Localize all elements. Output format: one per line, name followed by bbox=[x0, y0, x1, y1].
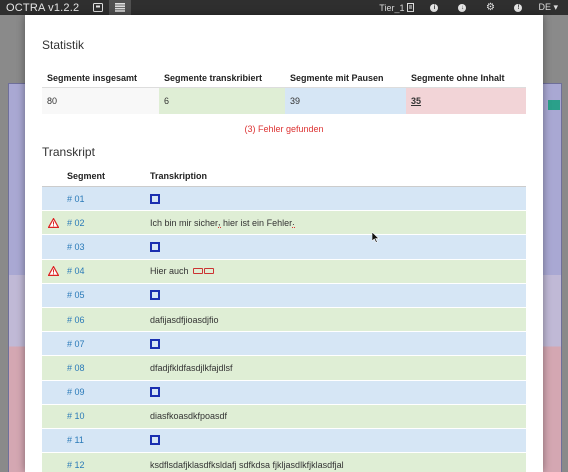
nav-overview-button[interactable] bbox=[109, 0, 132, 15]
stat-header-total: Segmente insgesamt bbox=[47, 72, 138, 83]
empty-segment-icon bbox=[150, 338, 160, 349]
download-button[interactable]: ↓ bbox=[448, 0, 476, 15]
stat-value-pauses: 39 bbox=[285, 88, 406, 114]
warning-icon bbox=[42, 266, 64, 277]
transcription-text-part: . bbox=[292, 217, 295, 229]
header-segment: Segment bbox=[67, 170, 106, 181]
tier-selector[interactable]: Tier_1 bbox=[373, 3, 420, 13]
transcription-cell bbox=[150, 435, 160, 446]
segment-link[interactable]: # 10 bbox=[67, 411, 85, 422]
segment-link[interactable]: # 01 bbox=[67, 193, 85, 204]
transcription-cell bbox=[150, 387, 160, 398]
table-row[interactable]: # 06 dafijasdfjioasdjfio bbox=[42, 307, 526, 333]
empty-segment-icon bbox=[150, 290, 160, 301]
errors-found-text: (3) Fehler gefunden bbox=[244, 124, 324, 134]
transcription-text-part: hier ist ein Fehler bbox=[220, 217, 293, 228]
empty-segment-icon bbox=[150, 241, 160, 252]
stat-value-total: 80 bbox=[42, 88, 159, 114]
transcript-header-row: Segment Transkription bbox=[42, 165, 526, 187]
transcription-text-part: , bbox=[218, 217, 221, 229]
transcription-cell: dafijasdfjioasdjfio bbox=[150, 315, 219, 325]
table-row[interactable]: # 12 ksdflsdafjklasdfksldafj sdfkdsa fjkl… bbox=[42, 453, 526, 472]
table-row[interactable]: # 05 bbox=[42, 283, 526, 308]
gear-icon: ⚙ bbox=[485, 2, 495, 13]
segment-link[interactable]: # 05 bbox=[67, 290, 85, 301]
transcription-cell: dfadjfkldfasdjlkfajdlsf bbox=[150, 363, 233, 373]
statistics-table: Segmente insgesamt Segmente transkribier… bbox=[42, 68, 526, 114]
editor-icon bbox=[93, 3, 104, 12]
stat-value-transcribed: 6 bbox=[159, 88, 285, 114]
mouse-cursor bbox=[371, 231, 380, 246]
app-brand[interactable]: OCTRA v1.2.2 bbox=[6, 1, 80, 14]
nav-editor-button[interactable] bbox=[87, 0, 109, 15]
info-button[interactable]: i bbox=[420, 0, 448, 15]
table-row[interactable]: # 11 bbox=[42, 428, 526, 454]
transcription-text: Hier auch bbox=[150, 266, 189, 277]
transcription-cell: ksdflsdafjklasdfksldafj sdfkdsa fjkljasd… bbox=[150, 460, 344, 470]
empty-segment-icon bbox=[150, 193, 160, 204]
stat-header-empty: Segmente ohne Inhalt bbox=[411, 72, 505, 83]
transcription-cell: diasfkoasdkfpoasdf bbox=[150, 411, 227, 421]
table-row[interactable]: # 07 bbox=[42, 332, 526, 357]
transcription-cell: Ich bin mir sicher, hier ist ein Fehler. bbox=[150, 217, 295, 229]
exclamation-icon: ! bbox=[514, 3, 523, 12]
stat-header-pauses: Segmente mit Pausen bbox=[290, 72, 384, 83]
statistics-heading: Statistik bbox=[42, 38, 85, 52]
top-navbar: OCTRA v1.2.2 Tier_1 i ↓ ⚙ ! DE ▾ bbox=[0, 0, 568, 15]
settings-button[interactable]: ⚙ bbox=[476, 0, 504, 15]
transcription-cell: Hier auch bbox=[150, 266, 214, 276]
stat-header-transcribed: Segmente transkribiert bbox=[164, 72, 263, 83]
segment-link[interactable]: # 12 bbox=[67, 459, 85, 470]
table-row[interactable]: # 04 Hier auch bbox=[42, 259, 526, 284]
transcript-table: Segment Transkription # 01 # 02 Ich bin mi… bbox=[42, 165, 526, 472]
segment-link[interactable]: # 07 bbox=[67, 338, 85, 349]
empty-segment-icon bbox=[150, 435, 160, 446]
stat-value-empty[interactable]: 35 bbox=[406, 88, 526, 114]
transcription-cell bbox=[150, 241, 160, 252]
teal-marker bbox=[548, 100, 560, 110]
transcription-cell bbox=[150, 338, 160, 349]
help-button[interactable]: ! bbox=[504, 0, 532, 15]
empty-segment-icon bbox=[150, 387, 160, 398]
overview-modal: Statistik Segmente insgesamt Segmente tr… bbox=[25, 15, 543, 472]
marker-tag-icon bbox=[192, 268, 214, 275]
table-row[interactable]: # 01 bbox=[42, 187, 526, 212]
segment-link[interactable]: # 03 bbox=[67, 241, 85, 252]
info-icon: i bbox=[430, 3, 439, 12]
transcription-text: dfadjfkldfasdjlkfajdlsf bbox=[150, 362, 233, 373]
table-row[interactable]: # 03 bbox=[42, 235, 526, 260]
segment-link[interactable]: # 09 bbox=[67, 387, 85, 398]
tier-label: Tier_1 bbox=[379, 2, 405, 13]
transcription-text: ksdflsdafjklasdfksldafj sdfkdsa fjkljasd… bbox=[150, 459, 344, 470]
transcription-text: diasfkoasdkfpoasdf bbox=[150, 411, 228, 422]
segment-link[interactable]: # 11 bbox=[67, 435, 84, 446]
transcription-text-part: Ich bin mir sicher bbox=[150, 217, 219, 228]
segment-link[interactable]: # 04 bbox=[67, 266, 85, 277]
document-icon bbox=[407, 3, 415, 12]
right-signal-strip bbox=[540, 83, 562, 472]
table-row[interactable]: # 09 bbox=[42, 380, 526, 405]
table-row[interactable]: # 02 Ich bin mir sicher, hier ist ein Feh… bbox=[42, 211, 526, 236]
list-icon bbox=[115, 3, 126, 12]
header-transcription: Transkription bbox=[150, 170, 208, 181]
transcription-cell bbox=[150, 290, 160, 301]
transcription-cell bbox=[150, 193, 160, 204]
segment-link[interactable]: # 06 bbox=[67, 314, 85, 325]
transcript-heading: Transkript bbox=[42, 145, 95, 159]
table-row[interactable]: # 08 dfadjfkldfasdjlkfajdlsf bbox=[42, 356, 526, 381]
segment-link[interactable]: # 08 bbox=[67, 362, 85, 373]
transcription-text: dafijasdfjioasdjfio bbox=[150, 314, 219, 325]
segment-link[interactable]: # 02 bbox=[67, 217, 85, 228]
language-dropdown[interactable]: DE ▾ bbox=[538, 2, 558, 12]
download-icon: ↓ bbox=[458, 3, 467, 12]
table-row[interactable]: # 10 diasfkoasdkfpoasdf bbox=[42, 404, 526, 429]
warning-icon bbox=[42, 217, 64, 228]
